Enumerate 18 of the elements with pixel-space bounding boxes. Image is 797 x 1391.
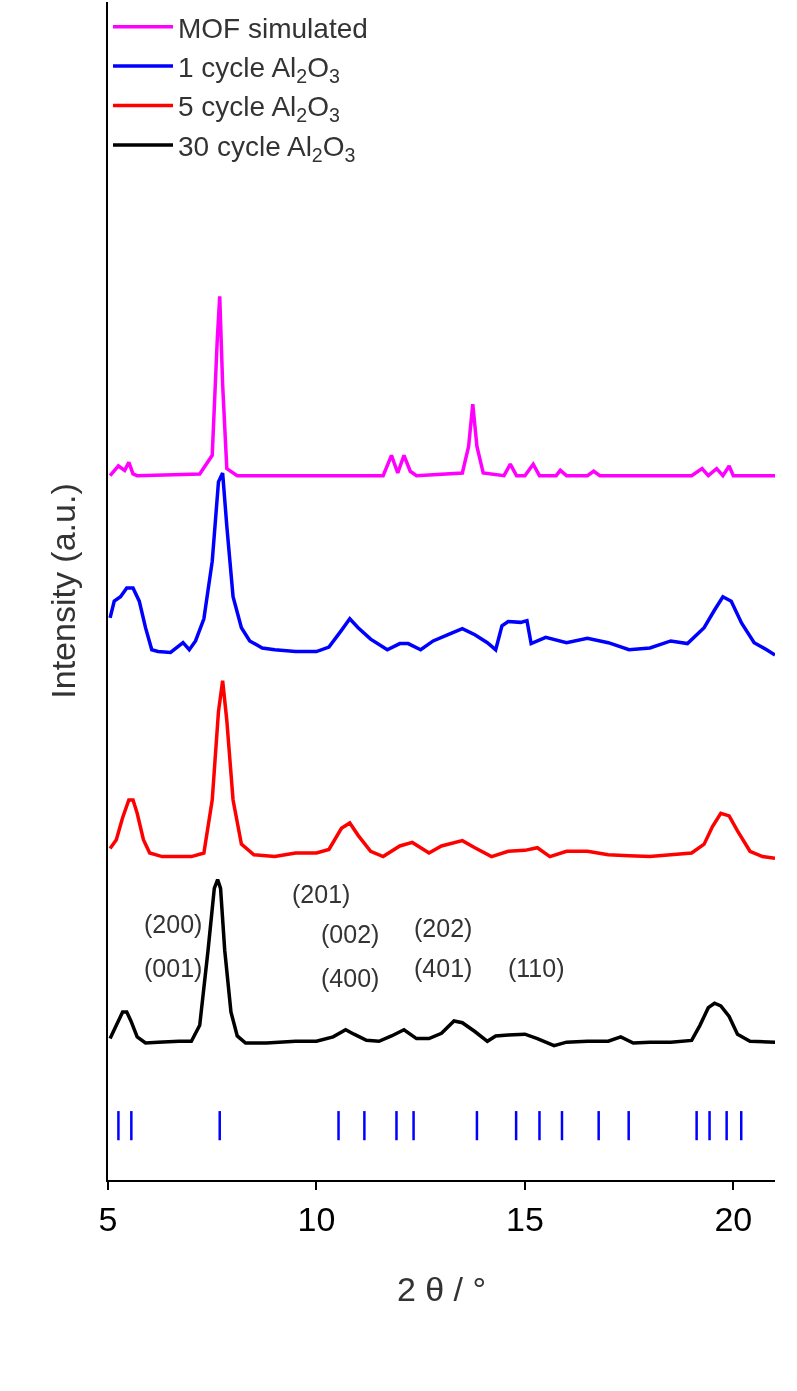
annotation: (400) bbox=[321, 964, 380, 992]
x-tick-label: 20 bbox=[714, 1199, 753, 1238]
annotation: (202) bbox=[414, 914, 473, 942]
y-axis-title: Intensity (a.u.) bbox=[44, 483, 83, 699]
annotation: (401) bbox=[414, 954, 473, 982]
legend-label: 5 cycle Al$_{2}$O$_{3}$ bbox=[178, 91, 340, 127]
legend-label: MOF simulated bbox=[178, 12, 368, 44]
x-tick-label: 10 bbox=[297, 1199, 336, 1238]
annotation: (002) bbox=[321, 920, 380, 948]
annotation: (001) bbox=[144, 954, 203, 982]
legend-label: 1 cycle Al$_{2}$O$_{3}$ bbox=[178, 52, 340, 87]
legend-label: 30 cycle Al$_{2}$O$_{3}$ bbox=[178, 130, 356, 166]
x-tick-label: 15 bbox=[505, 1199, 544, 1238]
x-axis-title: 2 θ / ° bbox=[396, 1269, 487, 1308]
annotation: (200) bbox=[144, 910, 203, 938]
annotation: (110) bbox=[508, 954, 565, 982]
annotation: (201) bbox=[292, 880, 351, 908]
x-tick-label: 5 bbox=[98, 1199, 118, 1238]
